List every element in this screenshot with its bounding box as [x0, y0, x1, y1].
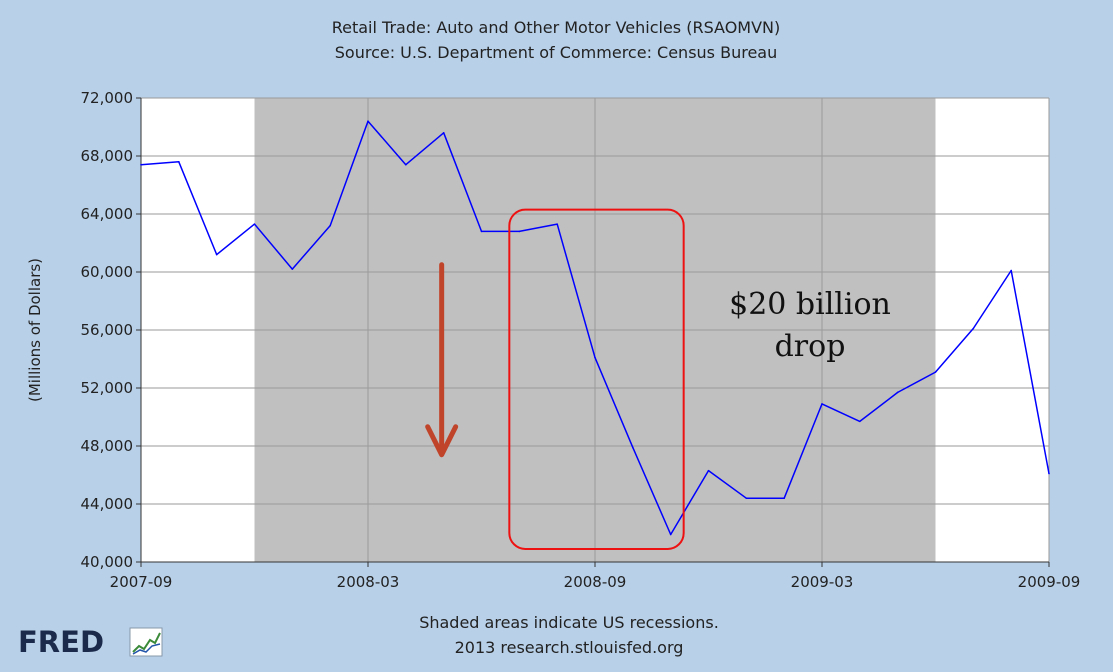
data-point — [1010, 269, 1012, 272]
data-point — [632, 446, 634, 449]
data-point — [859, 420, 861, 423]
data-point — [140, 163, 142, 166]
arrow-head — [425, 424, 459, 458]
y-tick-label: 52,000 — [81, 379, 134, 397]
y-tick-label: 44,000 — [81, 495, 134, 513]
data-point — [669, 533, 672, 536]
x-tick-label: 2009-03 — [791, 573, 854, 591]
annotation-text-line1: $20 billion — [729, 287, 891, 322]
data-point — [367, 120, 369, 122]
data-point — [442, 132, 445, 134]
chart-subtitle: Source: U.S. Department of Commerce: Cen… — [335, 43, 777, 62]
data-point — [556, 223, 558, 225]
data-point — [291, 268, 294, 270]
y-axis-label: (Millions of Dollars) — [26, 258, 44, 402]
down-arrow-annotation — [425, 262, 459, 458]
x-tick-labels: 2007-09 2008-03 2008-09 2009-03 2009-09 — [110, 573, 1081, 591]
x-tick-label: 2008-03 — [337, 573, 400, 591]
y-tick-label: 72,000 — [81, 89, 134, 107]
x-tick-label: 2008-09 — [564, 573, 627, 591]
data-point — [972, 327, 975, 330]
data-point — [329, 224, 331, 227]
y-tick-label: 60,000 — [81, 263, 134, 281]
data-point — [896, 391, 899, 394]
series-group — [140, 120, 1050, 536]
fred-chart-icon — [129, 627, 163, 657]
axes — [136, 97, 1050, 567]
footer-source: 2013 research.stlouisfed.org — [455, 638, 684, 657]
data-point — [178, 161, 180, 163]
data-point — [783, 497, 785, 500]
y-tick-label: 68,000 — [81, 147, 134, 165]
y-tick-label: 64,000 — [81, 205, 134, 223]
footer-recession-note: Shaded areas indicate US recessions. — [419, 613, 719, 632]
data-point — [253, 223, 256, 225]
x-tick-label: 2007-09 — [110, 573, 173, 591]
data-point — [934, 371, 937, 373]
data-point — [405, 163, 407, 166]
x-tick-label: 2009-09 — [1018, 573, 1081, 591]
highlight-box — [508, 208, 685, 550]
fred-logo: FRED — [18, 625, 163, 659]
y-tick-label: 40,000 — [81, 553, 134, 571]
data-point — [480, 230, 483, 233]
data-point — [745, 497, 748, 500]
data-point — [215, 253, 218, 256]
annotation-text-line2: drop — [775, 329, 846, 364]
chart-title: Retail Trade: Auto and Other Motor Vehic… — [332, 18, 781, 37]
data-point — [518, 230, 521, 233]
y-tick-label: 56,000 — [81, 321, 134, 339]
data-point — [821, 403, 823, 405]
data-point — [1048, 472, 1050, 475]
fred-logo-text: FRED — [18, 625, 104, 659]
y-tick-label: 48,000 — [81, 437, 134, 455]
data-point — [707, 469, 710, 472]
data-point — [594, 356, 596, 359]
grid-lines — [140, 97, 1050, 563]
y-tick-labels: 40,000 44,000 48,000 52,000 56,000 60,000 64,0… — [81, 89, 134, 571]
